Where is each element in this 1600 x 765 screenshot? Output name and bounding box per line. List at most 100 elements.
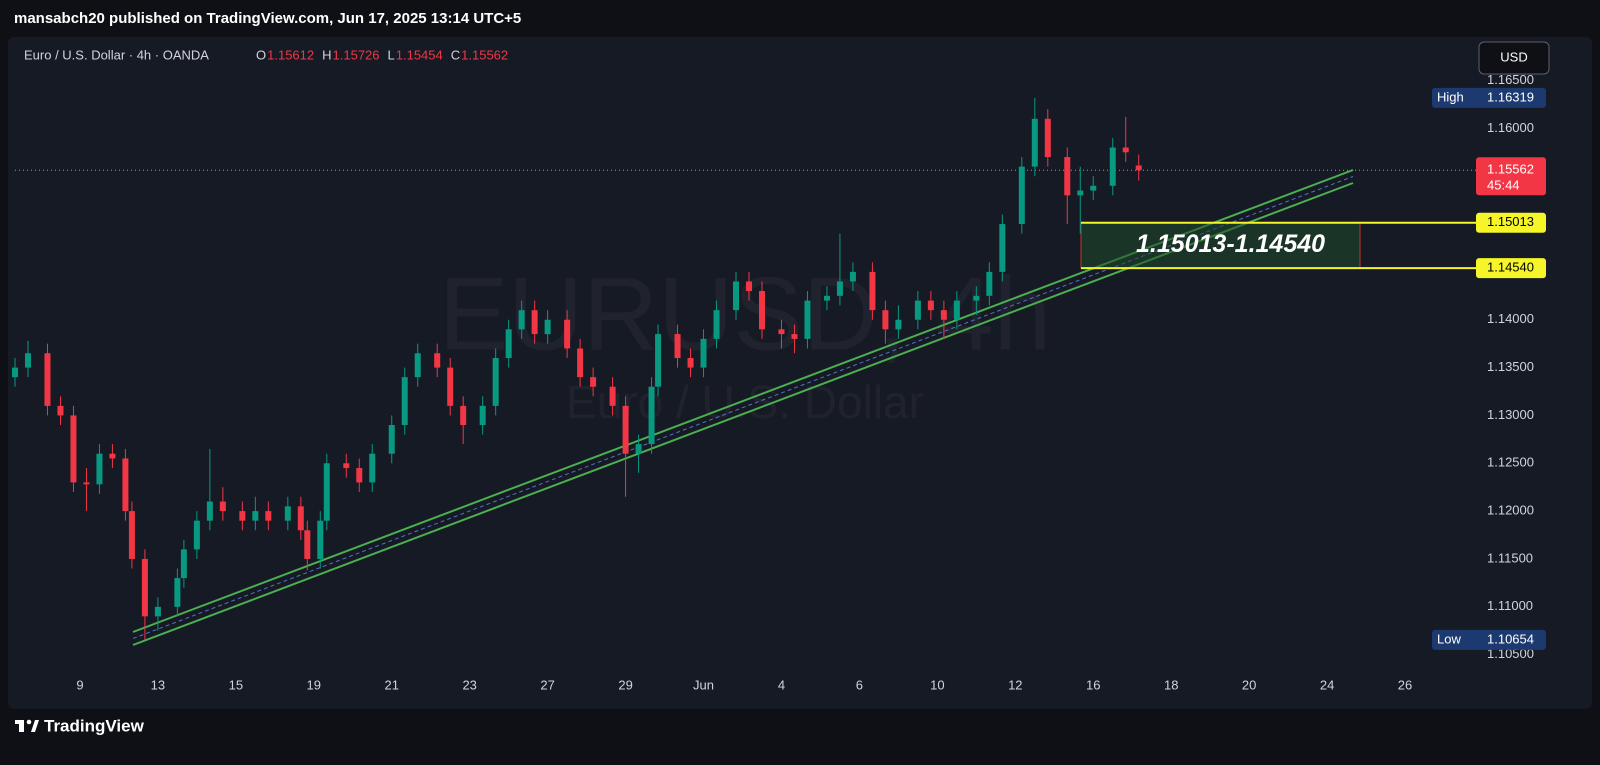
low-label-box	[1432, 629, 1546, 650]
candle-body	[564, 319, 571, 349]
candle-body	[804, 300, 811, 339]
publish-header: mansabch20 published on TradingView.com,…	[14, 10, 521, 27]
candle-body	[927, 300, 934, 311]
candle-body	[869, 271, 876, 311]
candle-body	[304, 530, 311, 559]
candle-body	[531, 310, 538, 335]
logo-part	[31, 720, 39, 732]
candle-body	[219, 501, 226, 512]
x-tick-label: 15	[229, 677, 243, 692]
candle-body	[940, 310, 947, 320]
candle-body	[674, 334, 681, 359]
x-tick-label: 13	[151, 677, 165, 692]
x-tick-label: Jun	[693, 677, 714, 692]
candle-body	[973, 295, 980, 301]
zone-label: 1.15013-1.14540	[1136, 230, 1325, 258]
candle-body	[895, 319, 902, 330]
candle-body	[577, 348, 584, 378]
candle-body	[849, 271, 856, 282]
x-tick-label: 4	[778, 677, 785, 692]
candle-body	[492, 358, 499, 406]
ohlc-legend: O 1.15612 H 1.15726 L 1.15454 C 1.15562	[256, 47, 508, 62]
candle-body	[882, 310, 889, 330]
candle-body	[479, 405, 486, 425]
candle-body	[986, 271, 993, 296]
candle-body	[252, 511, 259, 521]
y-tick-label: 1.12500	[1487, 455, 1534, 470]
candle-body	[914, 300, 921, 320]
watermark-symbol: EURUSD, 4h	[439, 256, 1052, 372]
x-tick-label: 12	[1008, 677, 1022, 692]
x-tick-label: 20	[1242, 677, 1256, 692]
ohlc-value: 1.15454	[396, 47, 443, 62]
x-tick-label: 26	[1398, 677, 1412, 692]
high-label: High	[1437, 89, 1464, 104]
x-tick-label: 16	[1086, 677, 1100, 692]
y-tick-label: 1.11500	[1487, 550, 1533, 565]
candle-body	[70, 415, 77, 483]
candle-body	[193, 520, 200, 550]
x-tick-label: 19	[307, 677, 321, 692]
x-tick-label: 21	[385, 677, 399, 692]
candle-body	[635, 444, 642, 454]
candle-body	[44, 353, 51, 406]
candle-body	[12, 367, 18, 378]
candle-body	[460, 405, 467, 425]
chart-panel	[8, 37, 1592, 709]
candle-body	[317, 520, 324, 559]
x-tick-label: 29	[618, 677, 632, 692]
candle-body	[1018, 166, 1025, 225]
candle-body	[343, 463, 350, 469]
candle-body	[648, 386, 655, 445]
candle-body	[778, 329, 785, 335]
y-tick-label: 1.16500	[1487, 72, 1534, 87]
x-tick-label: 24	[1320, 677, 1334, 692]
zone-lower-box	[1476, 258, 1546, 279]
y-tick-label: 1.13000	[1487, 407, 1534, 422]
symbol-title: Euro / U.S. Dollar · 4h · OANDA	[24, 47, 209, 62]
candle-body	[745, 281, 752, 292]
candle-body	[590, 377, 597, 387]
candle-body	[401, 377, 408, 425]
zone-upper-box	[1476, 212, 1546, 233]
candle-body	[83, 482, 90, 485]
candle-body	[122, 458, 129, 512]
ohlc-letter: L	[388, 47, 395, 62]
candle-body	[57, 405, 64, 416]
candle-body	[297, 506, 304, 531]
candle-body	[622, 405, 629, 454]
candle-body	[141, 558, 148, 617]
candle-body	[180, 549, 187, 579]
watermark: EURUSD, 4h Euro / U.S. Dollar	[439, 256, 1052, 428]
candle-body	[655, 334, 662, 387]
x-tick-label: 9	[76, 677, 83, 692]
candle-body	[609, 386, 616, 406]
candle-body	[369, 453, 376, 483]
candle-body	[823, 295, 830, 301]
candle-body	[1044, 118, 1051, 158]
candle-body	[999, 224, 1006, 272]
ohlc-letter: O	[256, 47, 266, 62]
candle-body	[128, 511, 135, 559]
footer-brand: TradingView	[44, 716, 145, 735]
candle-body	[96, 453, 103, 485]
candle-body	[154, 606, 161, 617]
logo-part	[19, 720, 24, 732]
ohlc-value: 1.15612	[267, 47, 314, 62]
candle-body	[758, 291, 765, 330]
candle-body	[388, 424, 395, 454]
candle-body	[713, 310, 720, 339]
low-label: Low	[1437, 631, 1461, 646]
candle-body	[1109, 147, 1116, 186]
currency-label: USD	[1500, 49, 1527, 64]
candle-body	[687, 358, 694, 368]
candle-body	[174, 578, 181, 607]
currency-button[interactable]	[1478, 41, 1550, 75]
candle-body	[434, 353, 441, 368]
candle-body	[1031, 118, 1038, 167]
candle-body	[284, 506, 291, 521]
high-value: 1.16319	[1487, 89, 1534, 104]
y-tick-label: 1.14000	[1487, 311, 1534, 326]
candle-body	[518, 310, 525, 330]
